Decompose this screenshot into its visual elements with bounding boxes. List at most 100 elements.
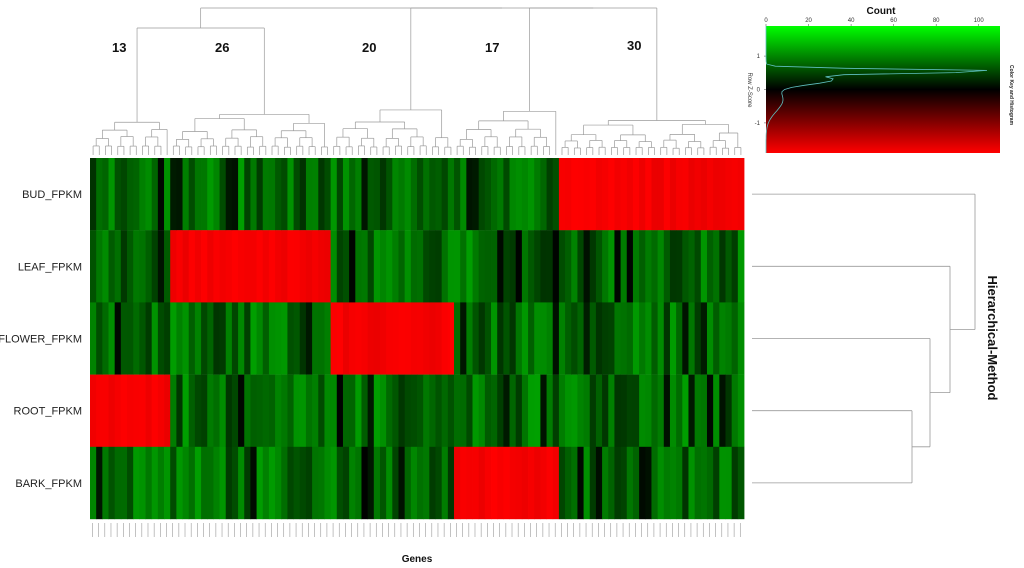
- heatmap-cell: [589, 230, 597, 303]
- heatmap-cell: [188, 158, 196, 231]
- heatmap-cell: [737, 158, 745, 231]
- heatmap-cell: [713, 374, 720, 447]
- heatmap-cell: [225, 230, 233, 303]
- heatmap-cell: [454, 446, 461, 520]
- heatmap-cell: [620, 158, 628, 231]
- heatmap-cell: [392, 374, 399, 447]
- heatmap-cell: [318, 374, 325, 447]
- heatmap-cell: [188, 302, 196, 375]
- heatmap-cell: [435, 158, 443, 231]
- heatmap-cell: [188, 230, 196, 303]
- heatmap-cell: [410, 230, 418, 303]
- heatmap-cell: [423, 374, 430, 447]
- heatmap-cell: [324, 158, 332, 231]
- heatmap-cell: [225, 158, 233, 231]
- heatmap-cell: [688, 230, 696, 303]
- heatmap-cell: [583, 302, 591, 375]
- heatmap-cell: [361, 446, 369, 520]
- gene-tick: [653, 523, 655, 537]
- heatmap-cell: [682, 230, 689, 303]
- heatmap-cell: [528, 230, 535, 303]
- heatmap-cell: [182, 374, 190, 447]
- heatmap-cell: [120, 158, 128, 231]
- heatmap-cell: [225, 374, 233, 447]
- heatmap-cell: [608, 446, 615, 520]
- heatmap-cell: [737, 446, 745, 520]
- heatmap-cell: [645, 302, 652, 375]
- heatmap-cell: [151, 230, 159, 303]
- heatmap-cell: [139, 446, 146, 520]
- gene-tick: [511, 523, 513, 537]
- heatmap-cell: [534, 230, 541, 303]
- heatmap-cell: [176, 374, 183, 447]
- heatmap-cell: [349, 446, 356, 520]
- heatmap-cell: [534, 158, 541, 231]
- heatmap-cell: [521, 446, 529, 520]
- gene-tick: [437, 523, 439, 537]
- heatmap-cell: [632, 230, 640, 303]
- heatmap-cell: [330, 230, 338, 303]
- gene-tick: [295, 523, 297, 537]
- heatmap-cell: [96, 158, 103, 231]
- gene-tick: [190, 523, 192, 537]
- side-title: Hierarchical-Method: [985, 276, 1000, 401]
- gene-tick: [184, 523, 186, 537]
- heatmap-cell: [219, 302, 227, 375]
- heatmap-cell: [157, 446, 165, 520]
- heatmap-cell: [491, 446, 498, 520]
- heatmap-cell: [663, 374, 671, 447]
- gene-tick: [450, 523, 451, 537]
- heatmap-cell: [170, 374, 177, 447]
- heatmap-cell: [90, 374, 97, 447]
- heatmap-cell: [688, 446, 696, 520]
- heatmap-cell: [669, 302, 677, 375]
- heatmap-cell: [256, 446, 264, 520]
- gene-tick: [419, 523, 420, 537]
- gene-tick: [227, 523, 229, 537]
- gene-tick: [394, 523, 396, 537]
- heatmap-cell: [429, 158, 436, 231]
- heatmap-cell: [417, 446, 424, 520]
- heatmap-cell: [657, 302, 665, 375]
- heatmap-cell: [614, 230, 621, 303]
- heatmap-cell: [287, 374, 294, 447]
- heatmap-cell: [583, 374, 591, 447]
- heatmap-cell: [503, 446, 510, 520]
- heatmap-cell: [157, 374, 165, 447]
- heatmap-cell: [515, 158, 523, 231]
- heatmap-cell: [139, 374, 146, 447]
- heatmap-cell: [157, 158, 165, 231]
- heatmap-cell: [102, 302, 109, 375]
- heatmap-cell: [435, 446, 443, 520]
- heatmap-cell: [127, 158, 134, 231]
- gene-tick: [715, 523, 716, 537]
- gene-tick: [116, 523, 118, 537]
- heatmap-cell: [250, 446, 257, 520]
- heatmap-cell: [626, 158, 634, 231]
- heatmap-cell: [194, 158, 202, 231]
- heatmap-cell: [447, 374, 455, 447]
- heatmap-cell: [441, 302, 449, 375]
- heatmap-cell: [639, 158, 646, 231]
- heatmap-cell: [342, 230, 350, 303]
- heatmap-cell: [404, 374, 412, 447]
- heatmap-cell: [700, 446, 708, 520]
- heatmap-cell: [478, 374, 486, 447]
- heatmap-cell: [151, 158, 159, 231]
- heatmap-cell: [188, 374, 196, 447]
- heatmap-cell: [663, 230, 671, 303]
- heatmap-cell: [651, 302, 659, 375]
- row-label: BUD_FPKM: [22, 189, 82, 201]
- heatmap-cell: [342, 158, 350, 231]
- gene-tick: [641, 523, 642, 537]
- cluster-label: 20: [362, 40, 376, 55]
- gene-tick: [203, 523, 204, 537]
- heatmap-cell: [534, 374, 541, 447]
- gene-tick: [739, 523, 741, 537]
- heatmap-cell: [361, 158, 369, 231]
- gene-tick: [480, 523, 482, 537]
- gene-tick: [659, 523, 661, 537]
- heatmap-cell: [213, 446, 220, 520]
- heatmap-cell: [342, 374, 350, 447]
- heatmap-cell: [293, 374, 301, 447]
